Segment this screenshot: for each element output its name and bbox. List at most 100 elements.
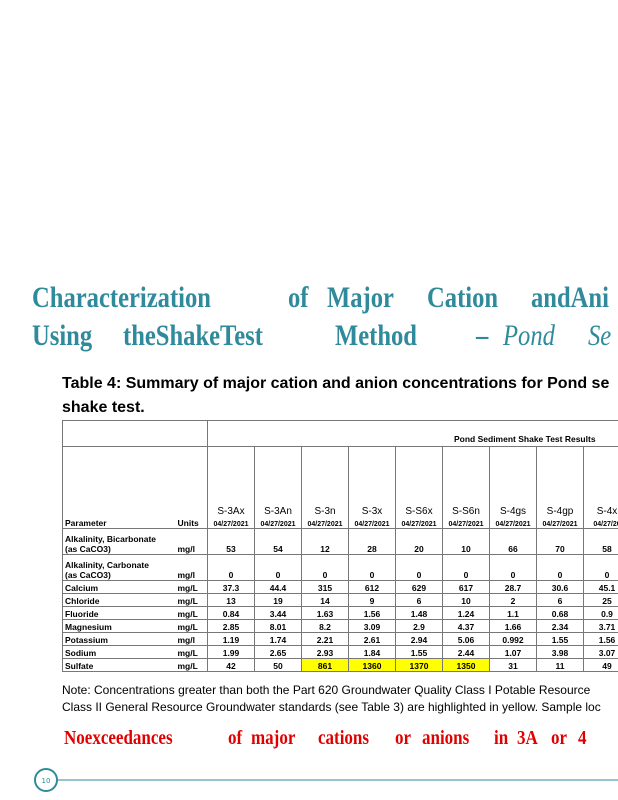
value-cell: 1.55 [395, 645, 443, 659]
value-cell: 13 [207, 593, 255, 607]
value-cell: 2.44 [442, 645, 490, 659]
heading-word: Characterization [32, 281, 211, 314]
parameter-cell: Alkalinity, Bicarbonate (as CaCO3) [62, 528, 176, 555]
value-cell: 6 [395, 593, 443, 607]
sample-header: S-4gs 04/27/2021 [489, 446, 537, 529]
table-body: Pond Sediment Shake Test Results Paramete… [62, 420, 618, 672]
finding-word: 4 [578, 727, 587, 749]
sample-header: S-S6n 04/27/2021 [442, 446, 490, 529]
parameter-header: Parameter [62, 446, 176, 529]
value-cell: 2.94 [395, 632, 443, 646]
sample-name: S-S6n [452, 506, 480, 517]
parameter-text: Fluoride [65, 609, 99, 619]
value-cell: 0 [395, 554, 443, 581]
value-cell: 10 [442, 593, 490, 607]
value-cell: 629 [395, 580, 443, 594]
value-cell: 1.99 [207, 645, 255, 659]
value-cell: 2.93 [301, 645, 349, 659]
sample-header: S-S6x 04/27/2021 [395, 446, 443, 529]
value-cell: 0.992 [489, 632, 537, 646]
value-cell: 1.55 [536, 632, 584, 646]
value-cell: 45.1 [582, 580, 618, 594]
sample-date: 04/27/2021 [495, 521, 531, 528]
value-cell: 0 [254, 554, 302, 581]
value-cell: 6 [536, 593, 584, 607]
sample-date: 04/27/2021 [448, 521, 484, 528]
value-cell: 1.74 [254, 632, 302, 646]
group-header: Pond Sediment Shake Test Results [206, 420, 618, 447]
value-cell: 3.07 [582, 645, 618, 659]
parameter-text: Alkalinity, Bicarbonate [65, 534, 157, 544]
value-cell: 0 [207, 554, 255, 581]
table-caption-1: Table 4: Summary of major cation and ani… [62, 375, 610, 392]
value-cell: 1.63 [301, 606, 349, 620]
parameter-cell: Sulfate [62, 658, 176, 672]
data-row: Magnesium mg/L 2.85 8.01 8.2 3.09 2.9 4.37 1.66 2… [62, 619, 618, 633]
finding-word: or [551, 727, 568, 749]
value-cell: 28.7 [489, 580, 537, 594]
sample-header: S-4x 04/27/20 [582, 446, 618, 529]
sample-header: S-4gp 04/27/2021 [536, 446, 584, 529]
data-row: Sodium mg/L 1.99 2.65 2.93 1.84 1.55 2.44 1.07 3.… [62, 645, 618, 659]
sample-header: S-3n 04/27/2021 [301, 446, 349, 529]
value-cell: 1370 [395, 658, 443, 672]
value-cell: 861 [301, 658, 349, 672]
value-cell: 14 [301, 593, 349, 607]
value-cell: 28 [348, 528, 396, 555]
heading-word: Method [335, 319, 417, 352]
units-cell: mg/L [175, 580, 208, 594]
value-cell: 1.24 [442, 606, 490, 620]
value-cell: 53 [207, 528, 255, 555]
sample-header: S-3x 04/27/2021 [348, 446, 396, 529]
units-cell: mg/L [175, 593, 208, 607]
value-cell: 1.48 [395, 606, 443, 620]
parameter-text: Sulfate [65, 661, 94, 671]
value-cell: 0 [442, 554, 490, 581]
sample-name: S-4x [596, 506, 618, 517]
parameter-cell: Calcium [62, 580, 176, 594]
data-row: Calcium mg/L 37.3 44.4 315 612 629 617 28.7 30.6 4… [62, 580, 618, 594]
units-cell: mg/L [175, 606, 208, 620]
sample-name: S-3Ax [217, 506, 245, 517]
heading-word: Using [32, 319, 93, 352]
data-row: Sulfate mg/L 42 50 861 1360 1370 1350 31 11 49 [62, 658, 618, 672]
parameter-cell: Sodium [62, 645, 176, 659]
sample-date: 04/27/2021 [542, 521, 578, 528]
parameter-text: Magnesium [65, 622, 112, 632]
sample-date: 04/27/2021 [307, 521, 343, 528]
value-cell: 2.61 [348, 632, 396, 646]
value-cell: 0 [582, 554, 618, 581]
data-row: Chloride mg/L 13 19 14 9 6 10 2 6 25 [62, 593, 618, 607]
note-line-1: Note: Concentrations greater than both t… [62, 683, 591, 697]
data-row: Potassium mg/l 1.19 1.74 2.21 2.61 2.94 5.06 0.9… [62, 632, 618, 646]
parameter-cell: Magnesium [62, 619, 176, 633]
finding-word: or [395, 727, 412, 749]
value-cell: 37.3 [207, 580, 255, 594]
parameter-text: Sodium [65, 648, 97, 658]
table-caption-2: shake test. [62, 399, 145, 416]
parameter-text: (as CaCO3) [65, 570, 111, 580]
value-cell: 2.9 [395, 619, 443, 633]
value-cell: 612 [348, 580, 396, 594]
value-cell: 1.19 [207, 632, 255, 646]
value-cell: 49 [582, 658, 618, 672]
finding-word: of [228, 727, 243, 749]
value-cell: 30.6 [536, 580, 584, 594]
value-cell: 8.01 [254, 619, 302, 633]
value-cell: 8.2 [301, 619, 349, 633]
value-cell: 4.37 [442, 619, 490, 633]
parameter-cell: Chloride [62, 593, 176, 607]
parameter-text: Calcium [65, 583, 99, 593]
heading-word: Major [327, 281, 394, 314]
finding-word: anions [422, 727, 470, 749]
heading-word: Se [588, 319, 612, 352]
page-number-badge [34, 768, 58, 792]
parameter-cell: Potassium [62, 632, 176, 646]
value-cell: 70 [536, 528, 584, 555]
sample-name: S-S6x [405, 506, 433, 517]
value-cell: 2.21 [301, 632, 349, 646]
units-header: Units [175, 446, 208, 529]
heading-word: andAni [531, 281, 609, 314]
value-cell: 9 [348, 593, 396, 607]
